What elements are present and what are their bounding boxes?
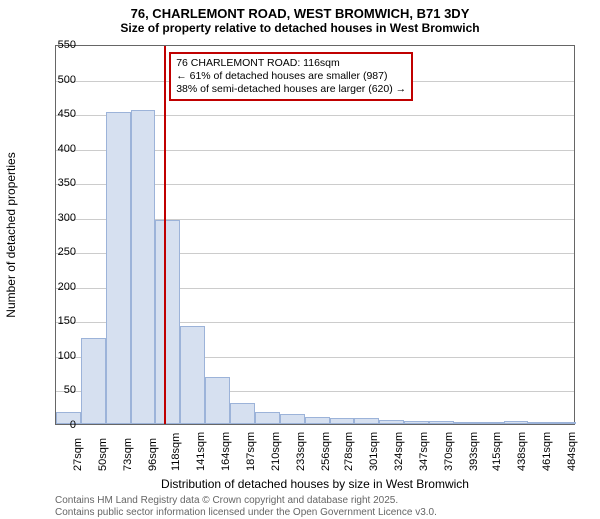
property-marker-line xyxy=(164,46,166,424)
histogram-bar xyxy=(379,420,404,424)
annotation-line-3: 38% of semi-detached houses are larger (… xyxy=(176,83,406,95)
y-tick-label: 300 xyxy=(36,212,76,224)
histogram-bar xyxy=(330,418,355,424)
x-axis-label: Distribution of detached houses by size … xyxy=(161,477,469,491)
annotation-line-1: 76 CHARLEMONT ROAD: 116sqm xyxy=(176,57,340,69)
histogram-bar xyxy=(305,417,330,424)
x-tick-label: 187sqm xyxy=(245,432,257,471)
y-tick-label: 400 xyxy=(36,143,76,155)
x-tick-label: 118sqm xyxy=(170,433,182,471)
x-tick-label: 415sqm xyxy=(491,432,503,471)
y-tick-label: 0 xyxy=(36,419,76,431)
histogram-chart: Number of detached properties 76 CHARLEM… xyxy=(55,45,575,425)
histogram-bar xyxy=(81,338,106,424)
histogram-bar xyxy=(429,421,454,424)
histogram-bar xyxy=(180,326,205,424)
histogram-bar xyxy=(106,112,131,424)
x-tick-label: 484sqm xyxy=(566,432,578,471)
histogram-bar xyxy=(479,422,504,424)
histogram-bar xyxy=(205,377,230,424)
x-tick-label: 393sqm xyxy=(468,432,480,471)
y-tick-label: 200 xyxy=(36,281,76,293)
x-tick-label: 324sqm xyxy=(393,432,405,471)
footer-line-2: Contains public sector information licen… xyxy=(55,507,437,518)
histogram-bar xyxy=(404,421,429,424)
histogram-bar xyxy=(553,422,576,424)
histogram-bar xyxy=(454,422,479,424)
x-tick-label: 347sqm xyxy=(418,432,430,471)
x-tick-label: 233sqm xyxy=(295,432,307,471)
histogram-bar xyxy=(155,220,180,424)
annotation-line-2: ← 61% of detached houses are smaller (98… xyxy=(176,70,387,82)
x-tick-label: 141sqm xyxy=(195,432,207,471)
histogram-bar xyxy=(255,412,280,424)
x-tick-label: 210sqm xyxy=(270,432,282,471)
x-tick-label: 50sqm xyxy=(97,438,109,471)
y-tick-label: 100 xyxy=(36,350,76,362)
y-tick-label: 50 xyxy=(36,384,76,396)
x-tick-label: 370sqm xyxy=(443,432,455,471)
y-tick-label: 150 xyxy=(36,315,76,327)
y-axis-label: Number of detached properties xyxy=(4,152,18,317)
x-tick-label: 301sqm xyxy=(368,432,380,471)
x-tick-label: 278sqm xyxy=(343,432,355,471)
x-tick-label: 461sqm xyxy=(541,432,553,471)
y-tick-label: 450 xyxy=(36,108,76,120)
plot-area: 76 CHARLEMONT ROAD: 116sqm← 61% of detac… xyxy=(55,45,575,425)
histogram-bar xyxy=(230,403,255,424)
page-title: 76, CHARLEMONT ROAD, WEST BROMWICH, B71 … xyxy=(0,6,600,21)
histogram-bar xyxy=(280,414,305,424)
histogram-bar xyxy=(354,418,379,424)
y-tick-label: 250 xyxy=(36,246,76,258)
y-tick-label: 550 xyxy=(36,39,76,51)
footer-line-1: Contains HM Land Registry data © Crown c… xyxy=(55,495,398,506)
x-tick-label: 27sqm xyxy=(72,438,84,471)
footer-attribution: Contains HM Land Registry data © Crown c… xyxy=(55,495,437,519)
page-subtitle: Size of property relative to detached ho… xyxy=(0,21,600,35)
x-tick-label: 256sqm xyxy=(320,432,332,471)
y-tick-label: 500 xyxy=(36,74,76,86)
x-tick-label: 73sqm xyxy=(122,438,134,471)
histogram-bar xyxy=(131,110,156,424)
y-tick-label: 350 xyxy=(36,177,76,189)
histogram-bar xyxy=(528,422,553,424)
property-annotation: 76 CHARLEMONT ROAD: 116sqm← 61% of detac… xyxy=(169,52,413,101)
x-tick-label: 164sqm xyxy=(220,432,232,471)
x-tick-label: 438sqm xyxy=(516,432,528,471)
x-tick-label: 96sqm xyxy=(147,438,159,471)
histogram-bar xyxy=(504,421,529,424)
